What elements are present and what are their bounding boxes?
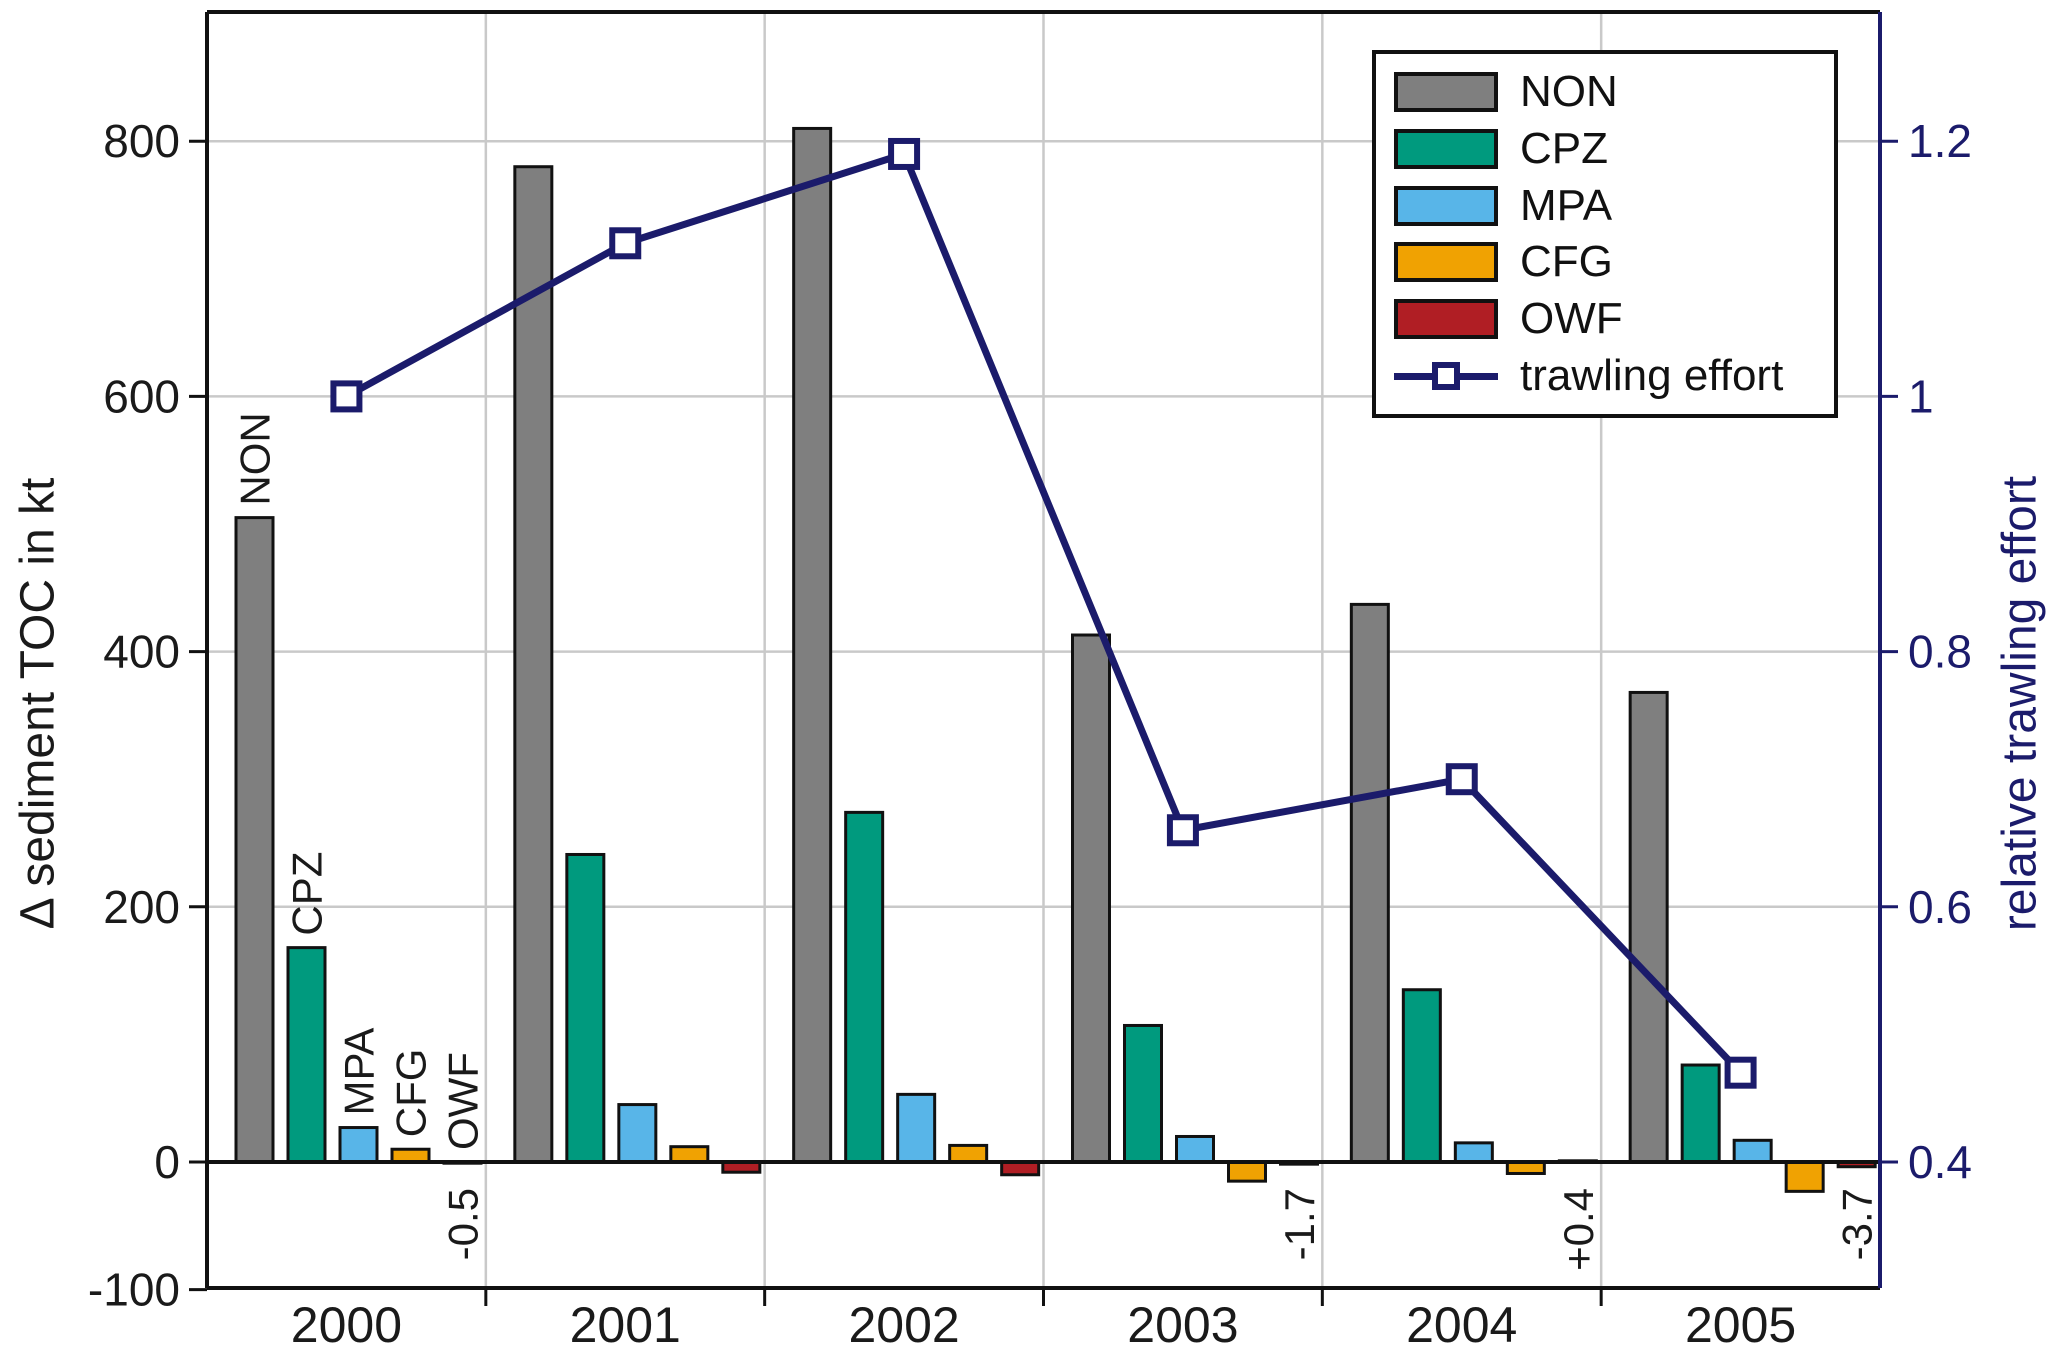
trawling-effort-marker xyxy=(1724,1056,1757,1089)
legend-item-NON: NON xyxy=(1394,67,1834,117)
bar-CPZ-2003 xyxy=(1123,1023,1163,1164)
bar-NON-2004 xyxy=(1349,602,1390,1164)
left-tick-label: 600 xyxy=(103,370,180,422)
bar-NON-2002 xyxy=(792,126,833,1164)
trawling-effort-marker xyxy=(1166,814,1199,847)
bar-MPA-2004 xyxy=(1453,1141,1494,1164)
x-tick-label: 2002 xyxy=(848,1297,959,1353)
left-tick-label: -100 xyxy=(88,1264,180,1316)
legend-label: CPZ xyxy=(1520,123,1608,173)
bar-CPZ-2004 xyxy=(1401,988,1442,1164)
legend-label: trawling effort xyxy=(1520,351,1784,401)
legend-swatch-MPA xyxy=(1394,185,1498,226)
right-tick-label: 1 xyxy=(1908,370,1934,422)
legend-line-sample xyxy=(1394,356,1498,396)
trawling-effort-line xyxy=(344,149,1744,1076)
series-annotation-OWF: OWF xyxy=(440,1052,487,1150)
series-annotation-CPZ: CPZ xyxy=(284,852,331,936)
left-tick-label: 400 xyxy=(103,626,180,678)
bar-MPA-2005 xyxy=(1732,1138,1773,1164)
bar-CPZ-2002 xyxy=(844,810,885,1164)
bar-MPA-2003 xyxy=(1175,1134,1215,1164)
left-axis-title: Δ sediment TOC in kt xyxy=(11,477,65,930)
left-tick-label: 800 xyxy=(103,115,180,167)
legend-label: OWF xyxy=(1520,294,1623,344)
bar-MPA-2000 xyxy=(338,1126,379,1164)
bar-CFG-2003 xyxy=(1227,1160,1267,1183)
bar-CPZ-2000 xyxy=(286,946,327,1164)
trawling-effort-marker xyxy=(888,137,921,170)
trawling-effort-marker xyxy=(609,227,642,260)
bar-NON-2003 xyxy=(1071,633,1111,1164)
right-tick-label: 1.2 xyxy=(1908,115,1972,167)
right-tick-label: 0.6 xyxy=(1908,881,1972,933)
right-axis-title: relative trawling effort xyxy=(1993,475,2047,932)
x-tick-label: 2004 xyxy=(1406,1297,1517,1353)
bar-CFG-2002 xyxy=(948,1143,989,1164)
left-tick-label: 0 xyxy=(154,1136,180,1188)
series-annotation-NON: NON xyxy=(232,412,279,505)
value-annotation: -3.7 xyxy=(1834,1188,1881,1260)
square-marker-icon xyxy=(1432,362,1460,391)
legend-swatch-CPZ xyxy=(1394,128,1498,169)
legend-item-trawling-effort: trawling effort xyxy=(1394,351,1834,401)
x-tick-label: 2001 xyxy=(570,1297,681,1353)
legend-label: MPA xyxy=(1520,180,1613,230)
legend-swatch-NON xyxy=(1394,71,1498,112)
legend-item-MPA: MPA xyxy=(1394,181,1834,231)
value-annotation: -0.5 xyxy=(440,1188,487,1260)
legend-item-OWF: OWF xyxy=(1394,294,1834,344)
trawling-effort-marker xyxy=(1445,763,1478,796)
value-annotation: +0.4 xyxy=(1555,1188,1602,1271)
legend-item-CPZ: CPZ xyxy=(1394,124,1834,174)
legend: NON CPZ MPA CFG OWF trawling effort xyxy=(1372,50,1838,418)
bar-MPA-2001 xyxy=(617,1103,658,1164)
bar-NON-2005 xyxy=(1628,690,1669,1164)
series-annotation-MPA: MPA xyxy=(336,1028,383,1116)
right-tick-label: 0.8 xyxy=(1908,626,1972,678)
bar-CFG-2005 xyxy=(1784,1160,1825,1193)
bar-NON-2000 xyxy=(234,516,275,1164)
bar-CPZ-2005 xyxy=(1680,1063,1721,1164)
legend-swatch-CFG xyxy=(1394,242,1498,283)
series-annotation-CFG: CFG xyxy=(388,1049,435,1138)
bar-NON-2001 xyxy=(513,165,554,1164)
trawling-effort-marker xyxy=(330,380,363,413)
left-tick-label: 200 xyxy=(103,881,180,933)
legend-item-CFG: CFG xyxy=(1394,237,1834,287)
right-tick-label: 0.4 xyxy=(1908,1136,1972,1188)
x-tick-label: 2003 xyxy=(1127,1297,1238,1353)
bar-MPA-2002 xyxy=(896,1092,937,1164)
x-tick-label: 2000 xyxy=(291,1297,402,1353)
legend-label: NON xyxy=(1520,66,1618,116)
value-annotation: -1.7 xyxy=(1276,1188,1323,1260)
legend-label: CFG xyxy=(1520,237,1613,287)
bar-CFG-2001 xyxy=(669,1145,710,1164)
x-tick-label: 2005 xyxy=(1685,1297,1796,1353)
bar-CPZ-2001 xyxy=(565,852,606,1164)
legend-swatch-OWF xyxy=(1394,299,1498,340)
